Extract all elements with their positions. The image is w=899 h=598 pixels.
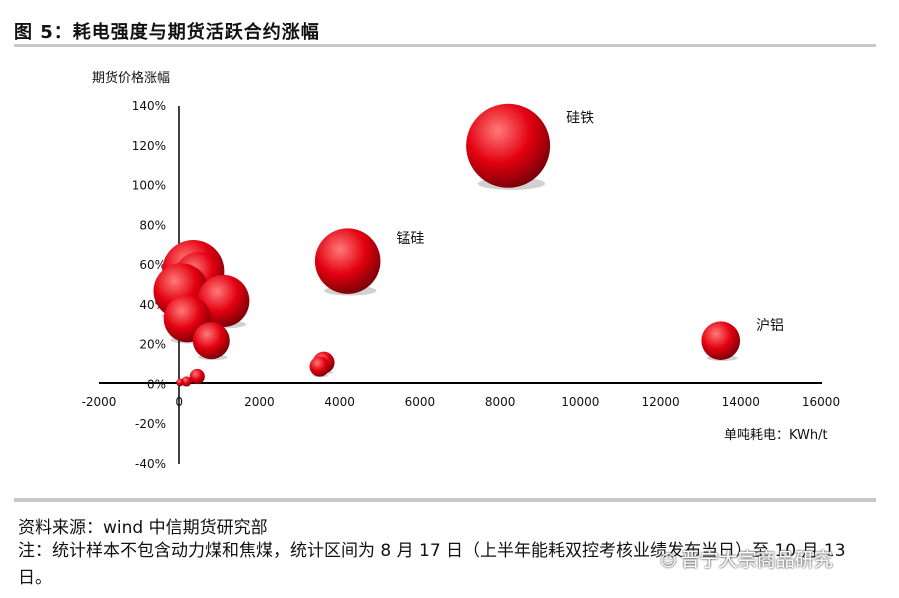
- bubble-label: 硅铁: [566, 111, 594, 127]
- y-tick-label: 20%: [139, 338, 166, 352]
- top-divider: [14, 44, 876, 47]
- y-axis-label: 期货价格涨幅: [92, 70, 170, 86]
- figure-title: 图 5：耗电强度与期货活跃合约涨幅: [14, 22, 320, 43]
- y-tick-label: 140%: [132, 99, 166, 113]
- x-tick-label: 2000: [244, 395, 275, 409]
- y-tick-label: 80%: [139, 218, 166, 232]
- x-tick-label: 16000: [802, 395, 840, 409]
- bubble-label: 沪铝: [756, 318, 784, 334]
- y-tick-label: 120%: [132, 139, 166, 153]
- x-tick-labels: -2000 0 2000 4000 6000 8000 10000 12000 14000 160…: [82, 395, 841, 409]
- x-tick-label: 14000: [722, 395, 760, 409]
- watermark: ☺ 晋宁大宗商品研究: [660, 545, 833, 572]
- x-tick-label: 8000: [485, 395, 516, 409]
- source-note: 资料来源：wind 中信期货研究部: [18, 518, 268, 538]
- bubble: [189, 368, 205, 385]
- x-axis-label: 单吨耗电：KWh/t: [724, 428, 828, 443]
- x-tick-label: 0: [175, 395, 183, 409]
- bubble: [701, 321, 741, 361]
- x-tick-label: 4000: [324, 395, 355, 409]
- x-tick-label: 12000: [641, 395, 679, 409]
- bubble: [192, 322, 230, 360]
- y-tick-label: -40%: [135, 457, 166, 471]
- bubble: [176, 378, 184, 387]
- y-tick-label: -20%: [135, 417, 166, 431]
- x-tick-label: 10000: [561, 395, 599, 409]
- bubble-series: [153, 103, 741, 387]
- y-tick-label: 0%: [147, 377, 166, 391]
- bottom-divider: [14, 498, 876, 502]
- x-tick-label: 6000: [405, 395, 436, 409]
- bubble-label: 锰硅: [396, 231, 424, 247]
- bubble: [314, 228, 381, 294]
- bubble: [197, 274, 250, 327]
- y-tick-label: 60%: [139, 258, 166, 272]
- watermark-text: 晋宁大宗商品研究: [680, 549, 833, 571]
- bubble: [309, 356, 330, 377]
- bubble: [181, 376, 192, 387]
- y-tick-labels: -40%-20%0%20%40%60%80%100%120%140%: [132, 99, 166, 471]
- bubble-chart: 期货价格涨幅 单吨耗电：KWh/t -40%-20%0%20%40%60%80%…: [82, 70, 841, 471]
- y-tick-label: 100%: [132, 179, 166, 193]
- sample-note: 注：统计样本不包含动力煤和焦煤，统计区间为 8 月 17 日（上半年能耗双控考核…: [18, 541, 846, 588]
- wechat-icon: ☺: [660, 551, 677, 570]
- bubble: [466, 103, 551, 188]
- x-tick-label: -2000: [82, 395, 117, 409]
